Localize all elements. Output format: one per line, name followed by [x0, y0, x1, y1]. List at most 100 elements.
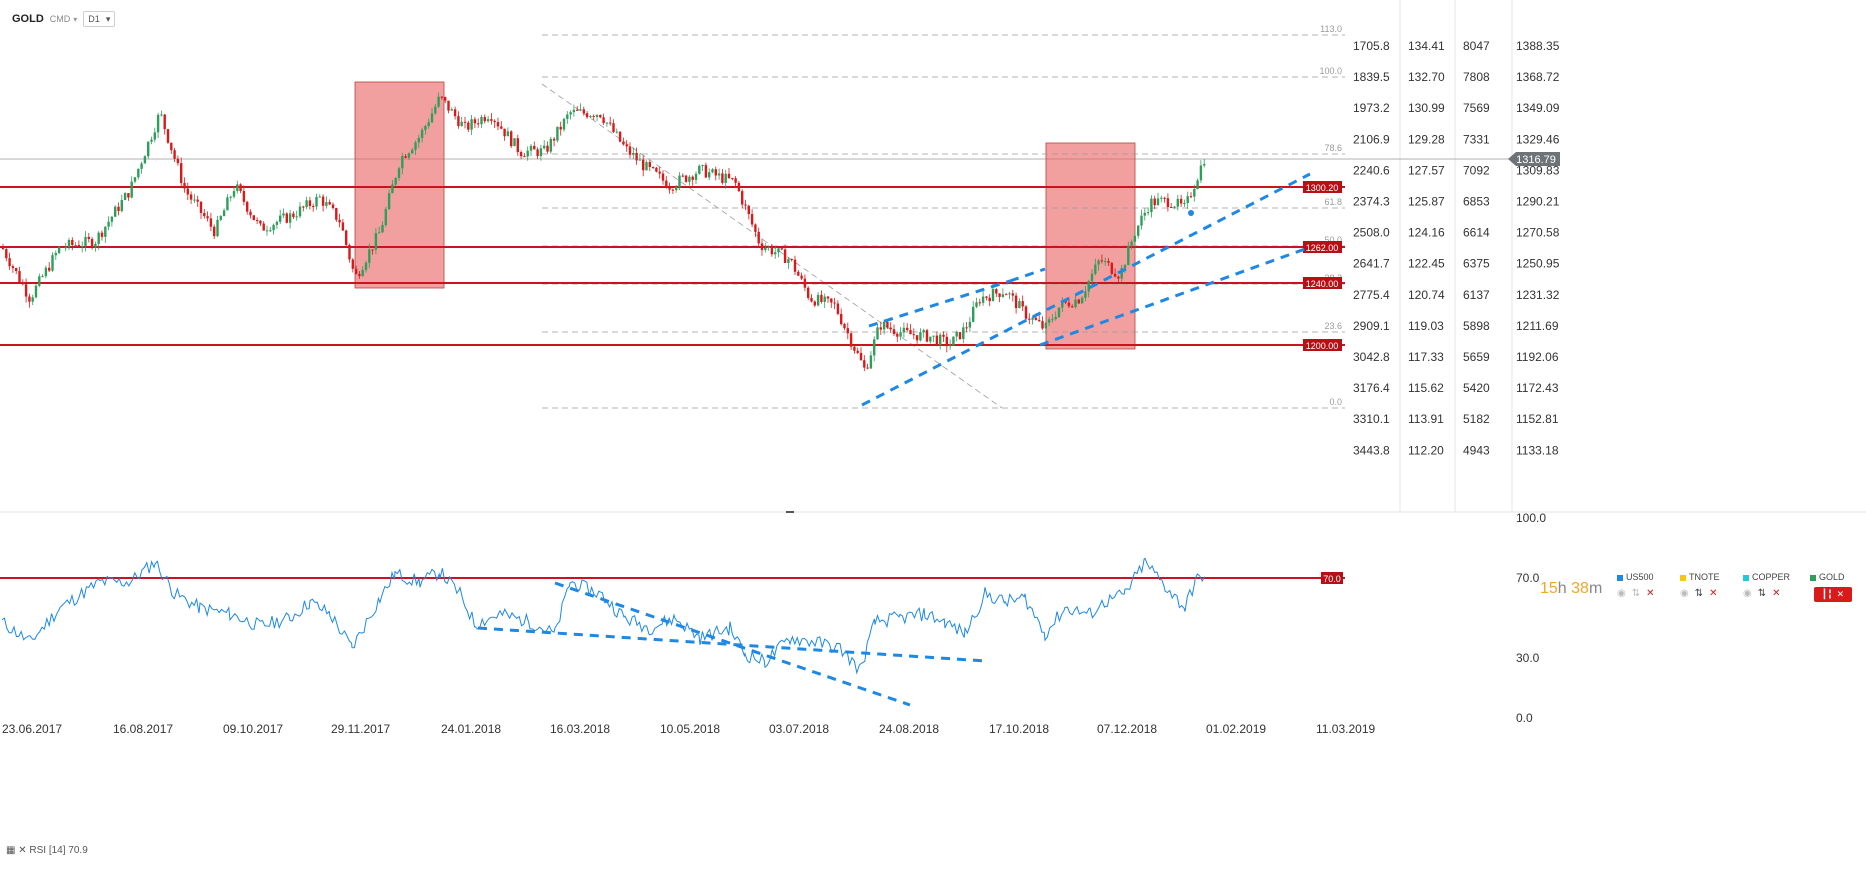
candle: [615, 128, 618, 134]
candle: [803, 274, 807, 292]
candle-body: [661, 173, 665, 181]
candle-body: [1097, 260, 1100, 265]
candle-body: [288, 213, 292, 223]
fib-level-label: 113.0: [1320, 24, 1342, 34]
candle-body: [1080, 297, 1084, 304]
candle-body: [546, 145, 549, 152]
candle: [1166, 193, 1170, 212]
candle: [427, 118, 430, 129]
reorder-icon[interactable]: ⇅: [1631, 588, 1641, 599]
price-scale-tick-copper: 6853: [1463, 195, 1490, 209]
candle: [592, 114, 595, 121]
asset-class-dropdown[interactable]: CMD ▾: [50, 14, 78, 24]
close-icon[interactable]: ✕: [1772, 588, 1781, 599]
candle: [816, 292, 820, 307]
candle: [539, 144, 543, 161]
candle-body: [823, 296, 826, 302]
candle-body: [727, 173, 731, 179]
candle-body: [1077, 299, 1080, 304]
indicator-settings-icon[interactable]: ▦ ✕: [6, 845, 27, 856]
candle: [387, 189, 391, 210]
candle-body: [1156, 198, 1160, 206]
candle-body: [846, 328, 849, 334]
reorder-icon[interactable]: ⇅: [1694, 588, 1704, 599]
candle-body: [1193, 189, 1196, 197]
price-scale-tick-tnote: 134.41: [1408, 39, 1445, 53]
candle: [183, 177, 186, 193]
candle: [259, 220, 262, 227]
candle-body: [156, 114, 160, 133]
candle-body: [552, 138, 556, 141]
candle: [371, 249, 374, 255]
candle-body: [295, 216, 298, 218]
date-axis-tick: 07.12.2018: [1097, 722, 1157, 736]
candle-body: [477, 123, 480, 125]
candle: [797, 270, 800, 276]
candle: [308, 196, 312, 210]
candle: [295, 210, 298, 221]
date-axis-tick: 01.02.2019: [1206, 722, 1266, 736]
candle-body: [1183, 203, 1186, 205]
candle-body: [1166, 198, 1170, 207]
timeframe-dropdown[interactable]: D1 ▾: [83, 11, 116, 27]
candle: [609, 116, 612, 126]
candle-body: [1038, 319, 1041, 322]
gold-chart-type-button[interactable]: ┃╏ ✕: [1814, 587, 1852, 602]
candle: [417, 134, 420, 148]
candle: [473, 116, 477, 129]
countdown-minutes: 38: [1571, 580, 1589, 597]
candle: [635, 147, 638, 165]
legend-copper[interactable]: COPPER ◉ ⇅ ✕: [1743, 572, 1790, 599]
rsi-indicator-label[interactable]: ▦ ✕ RSI [14] 70.9: [6, 845, 88, 856]
candle: [724, 169, 727, 189]
candle: [166, 128, 170, 144]
eye-icon[interactable]: ◉: [1680, 588, 1689, 599]
candle: [15, 267, 18, 275]
eye-icon[interactable]: ◉: [1743, 588, 1752, 599]
candle-body: [783, 249, 787, 263]
candle-body: [67, 239, 71, 248]
legend-tnote[interactable]: TNOTE ◉ ⇅ ✕: [1680, 572, 1720, 599]
candle-body: [655, 167, 658, 172]
candle-body: [143, 156, 147, 164]
candle: [117, 202, 120, 216]
candle-body: [826, 296, 830, 299]
candle-body: [493, 120, 496, 123]
candle: [813, 300, 816, 308]
candle-body: [183, 183, 186, 189]
candle-body: [658, 171, 661, 174]
candle-body: [556, 126, 559, 141]
symbol-name[interactable]: GOLD: [12, 13, 44, 25]
candle-body: [249, 211, 252, 216]
candle: [206, 211, 209, 222]
eye-icon[interactable]: ◉: [1617, 588, 1626, 599]
candle: [440, 96, 444, 100]
candle: [18, 266, 21, 284]
candle: [915, 335, 919, 344]
candle-body: [688, 176, 691, 182]
candle: [589, 115, 592, 119]
candle-body: [387, 193, 391, 210]
candle-body: [1199, 165, 1203, 181]
legend-gold[interactable]: GOLD: [1810, 572, 1845, 582]
date-axis-tick: 23.06.2017: [2, 722, 62, 736]
candle-body: [750, 214, 754, 225]
reorder-icon[interactable]: ⇅: [1757, 588, 1767, 599]
close-icon[interactable]: ✕: [1709, 588, 1718, 599]
candle-body: [1094, 264, 1097, 274]
candle: [401, 152, 404, 175]
candle-body: [628, 146, 632, 155]
candle-body: [793, 259, 797, 272]
candle-body: [1051, 319, 1054, 321]
candle: [793, 255, 797, 276]
candle-body: [978, 302, 981, 304]
candle: [955, 330, 958, 342]
rsi-level-label-box: [1321, 572, 1343, 584]
legend-us500[interactable]: US500 ◉ ⇅ ✕: [1617, 572, 1655, 599]
candle-body: [351, 259, 354, 269]
close-icon[interactable]: ✕: [1646, 588, 1655, 599]
candle: [559, 121, 562, 136]
candle-body: [836, 303, 840, 314]
price-scale-tick-tnote: 117.33: [1408, 350, 1444, 364]
